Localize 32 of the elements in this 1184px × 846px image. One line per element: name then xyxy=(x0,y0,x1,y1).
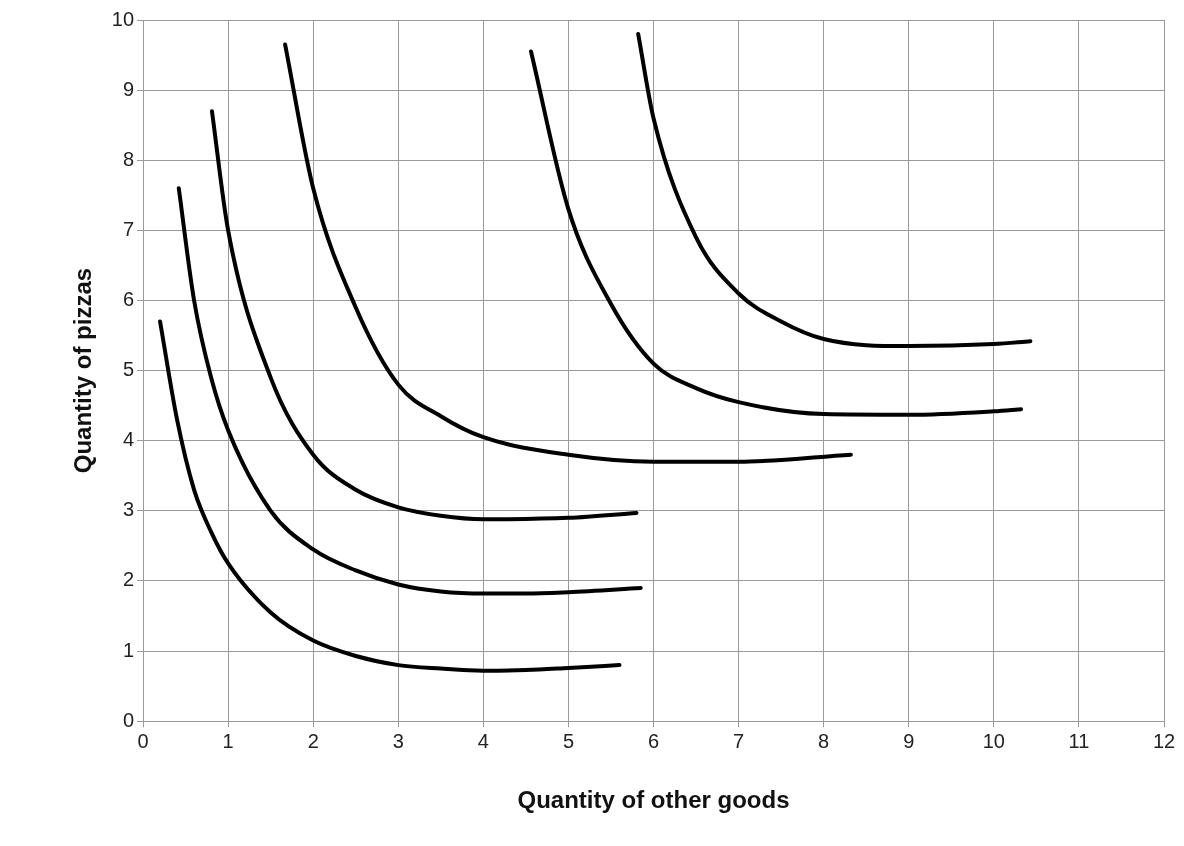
y-tick-label: 6 xyxy=(122,288,135,310)
y-tick-label: 7 xyxy=(122,217,135,240)
x-tick-label: 10 xyxy=(982,729,1005,752)
x-tick-label: 4 xyxy=(477,729,489,752)
y-tick-label: 4 xyxy=(122,428,135,451)
y-tick-label: 8 xyxy=(122,147,135,170)
y-tick-label: 10 xyxy=(111,7,135,30)
x-tick-label: 8 xyxy=(818,729,830,752)
y-tick-label: 3 xyxy=(122,498,135,521)
y-tick-label: 5 xyxy=(122,358,135,381)
y-tick-label: 1 xyxy=(122,638,135,661)
x-tick-label: 3 xyxy=(392,729,404,752)
x-tick-label: 12 xyxy=(1152,729,1176,752)
x-tick-label: 9 xyxy=(903,729,915,752)
line-series xyxy=(529,49,1024,417)
line-series xyxy=(636,32,1033,349)
y-axis-title: Quantity of pizzas xyxy=(69,267,97,474)
x-tick-label: 0 xyxy=(137,729,149,752)
line-series xyxy=(283,42,853,464)
line-series xyxy=(176,186,643,596)
y-tick-label: 2 xyxy=(122,568,135,591)
line-series xyxy=(209,109,639,522)
x-tick-label: 7 xyxy=(733,729,745,752)
y-tick-label: 9 xyxy=(122,77,135,100)
y-tick-label: 0 xyxy=(122,708,135,731)
line-series xyxy=(158,319,622,673)
x-tick-label: 1 xyxy=(222,729,234,752)
x-tick-label: 11 xyxy=(1068,729,1090,752)
x-tick-label: 2 xyxy=(307,729,319,752)
x-axis-title: Quantity of other goods xyxy=(517,786,790,814)
x-tick-label: 5 xyxy=(562,729,575,752)
x-tick-label: 6 xyxy=(647,729,660,752)
